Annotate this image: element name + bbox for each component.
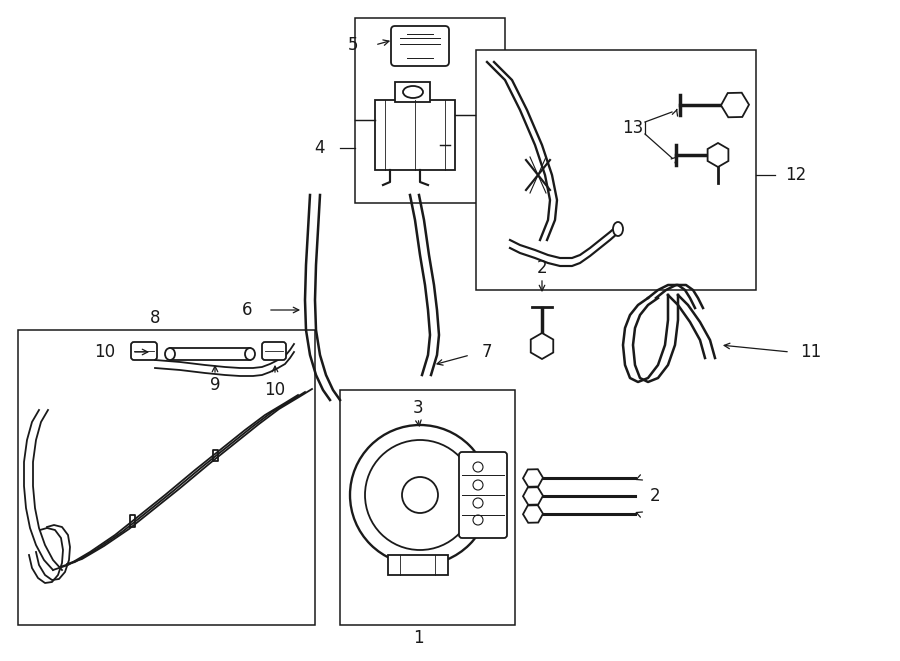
FancyBboxPatch shape <box>391 26 449 66</box>
Ellipse shape <box>403 86 423 98</box>
FancyBboxPatch shape <box>131 342 157 360</box>
FancyBboxPatch shape <box>262 342 286 360</box>
Circle shape <box>350 425 490 565</box>
Text: 11: 11 <box>800 343 821 361</box>
Text: 2: 2 <box>650 487 661 505</box>
Bar <box>395 82 430 102</box>
Circle shape <box>473 480 483 490</box>
Text: 12: 12 <box>785 166 806 184</box>
Ellipse shape <box>165 348 175 360</box>
Text: 1: 1 <box>413 629 423 647</box>
Ellipse shape <box>245 348 255 360</box>
Text: 13: 13 <box>622 119 643 137</box>
Text: 3: 3 <box>413 399 423 417</box>
Text: 2: 2 <box>536 259 547 277</box>
Bar <box>170 348 250 360</box>
Text: 9: 9 <box>210 376 220 394</box>
Circle shape <box>473 498 483 508</box>
Bar <box>476 50 756 290</box>
Text: 10: 10 <box>94 343 115 361</box>
Bar <box>375 100 455 170</box>
Circle shape <box>473 462 483 472</box>
Ellipse shape <box>613 222 623 236</box>
Text: 10: 10 <box>265 381 285 399</box>
Circle shape <box>473 515 483 525</box>
Text: 4: 4 <box>314 139 325 157</box>
Text: 5: 5 <box>347 36 358 54</box>
Text: 8: 8 <box>149 309 160 327</box>
Bar <box>388 555 448 575</box>
Bar <box>18 330 315 625</box>
FancyBboxPatch shape <box>459 452 507 538</box>
Circle shape <box>365 440 475 550</box>
Bar <box>340 390 515 625</box>
Text: 7: 7 <box>482 343 492 361</box>
Bar <box>355 18 505 203</box>
Circle shape <box>402 477 438 513</box>
Text: 6: 6 <box>241 301 252 319</box>
